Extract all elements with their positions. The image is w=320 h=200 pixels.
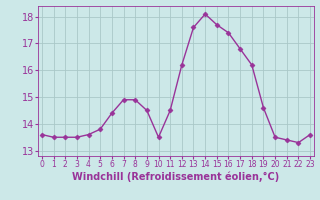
X-axis label: Windchill (Refroidissement éolien,°C): Windchill (Refroidissement éolien,°C) (72, 172, 280, 182)
